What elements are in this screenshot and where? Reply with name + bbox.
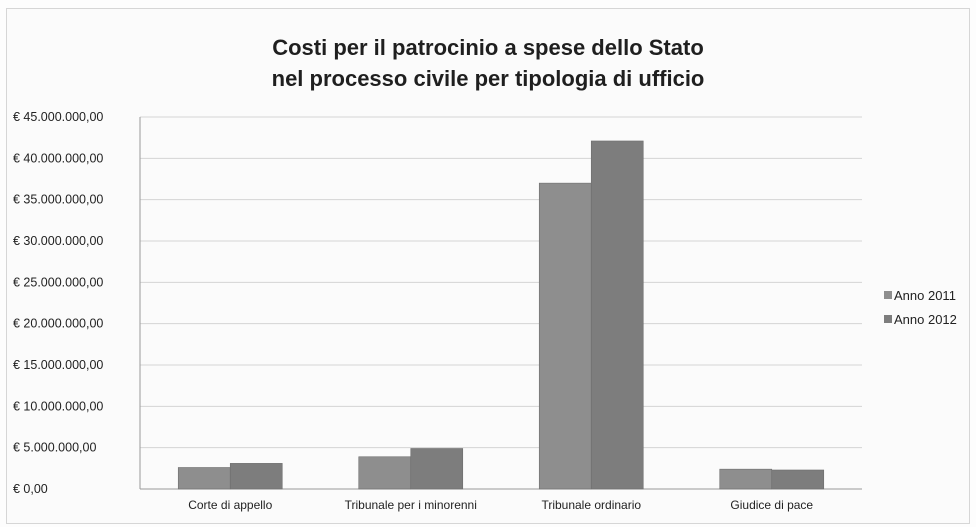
legend-swatch-2011 — [884, 291, 892, 299]
y-tick-label: € 45.000.000,00 — [13, 110, 103, 124]
y-tick-label: € 5.000.000,00 — [13, 441, 96, 455]
bar-2011 — [538, 182, 592, 490]
chart-legend: Anno 2011 Anno 2012 — [884, 284, 957, 332]
legend-label-2011: Anno 2011 — [894, 287, 956, 303]
legend-swatch-2012 — [884, 315, 892, 323]
bar-2011 — [719, 468, 773, 490]
bar-2011 — [177, 467, 231, 490]
chart-frame — [6, 8, 970, 524]
y-tick-label: € 15.000.000,00 — [13, 358, 103, 372]
chart-title: Costi per il patrocinio a spese dello St… — [272, 35, 704, 60]
y-tick-label: € 0,00 — [13, 482, 48, 496]
y-tick-label: € 40.000.000,00 — [13, 151, 103, 165]
y-tick-label: € 35.000.000,00 — [13, 193, 103, 207]
bar-2012 — [771, 469, 825, 490]
legend-label-2012: Anno 2012 — [894, 311, 957, 327]
chart-title-block: Costi per il patrocinio a spese dello St… — [0, 32, 976, 94]
x-tick-label: Tribunale ordinario — [541, 498, 641, 512]
y-tick-label: € 20.000.000,00 — [13, 317, 103, 331]
bar-2012 — [229, 463, 283, 490]
legend-item-2012: Anno 2012 — [884, 308, 957, 330]
chart-subtitle: nel processo civile per tipologia di uff… — [271, 66, 705, 91]
x-tick-label: Corte di appello — [188, 498, 272, 512]
legend-item-2011: Anno 2011 — [884, 284, 957, 306]
y-tick-label: € 25.000.000,00 — [13, 275, 103, 289]
x-tick-label: Tribunale per i minorenni — [345, 498, 477, 512]
bar-2012 — [410, 448, 464, 490]
y-tick-label: € 10.000.000,00 — [13, 399, 103, 413]
bar-2012 — [590, 140, 644, 490]
bar-2011 — [358, 456, 412, 490]
x-tick-label: Giudice di pace — [730, 498, 813, 512]
y-tick-label: € 30.000.000,00 — [13, 234, 103, 248]
